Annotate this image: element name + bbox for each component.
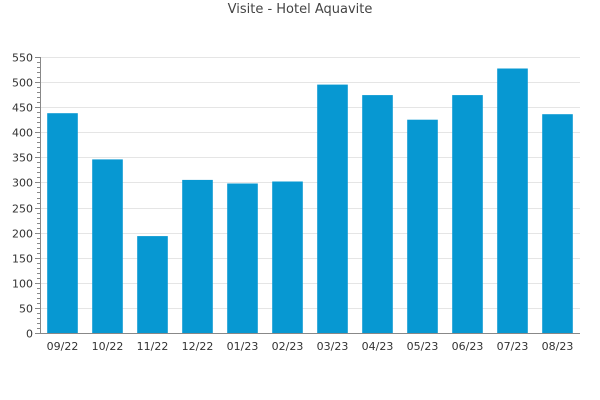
y-tick-label: 300 bbox=[12, 177, 33, 190]
bar-06-23 bbox=[452, 95, 483, 333]
x-tick-labels: 09/22 10/22 11/22 12/22 01/23 02/23 03/23 04/23… bbox=[47, 340, 574, 353]
y-tick-label: 500 bbox=[12, 77, 33, 90]
x-tick-label: 05/23 bbox=[407, 340, 439, 353]
chart-title: Visite - Hotel Aquavite bbox=[227, 2, 373, 17]
x-tick-label: 07/23 bbox=[497, 340, 529, 353]
bar-05-23 bbox=[407, 119, 438, 333]
x-tick-label: 06/23 bbox=[452, 340, 484, 353]
x-tick-label: 01/23 bbox=[227, 340, 259, 353]
bar-11-22 bbox=[137, 236, 168, 333]
y-tick-label: 50 bbox=[19, 303, 33, 316]
y-tick-label: 250 bbox=[12, 203, 33, 216]
bars bbox=[47, 68, 573, 333]
bar-03-23 bbox=[317, 84, 348, 333]
axes bbox=[35, 57, 580, 334]
x-tick-label: 10/22 bbox=[92, 340, 124, 353]
bar-09-22 bbox=[47, 113, 78, 333]
y-tick-label: 0 bbox=[26, 328, 33, 341]
y-tick-label: 100 bbox=[12, 278, 33, 291]
x-tick-label: 02/23 bbox=[272, 340, 304, 353]
bar-08-23 bbox=[542, 114, 573, 333]
bar-12-22 bbox=[182, 179, 213, 333]
y-tick-label: 400 bbox=[12, 127, 33, 140]
y-tick-label: 200 bbox=[12, 228, 33, 241]
y-tick-label: 550 bbox=[12, 52, 33, 65]
bar-10-22 bbox=[92, 159, 123, 333]
bar-04-23 bbox=[362, 95, 393, 333]
x-tick-label: 11/22 bbox=[137, 340, 169, 353]
x-tick-label: 03/23 bbox=[317, 340, 349, 353]
bar-02-23 bbox=[272, 181, 303, 333]
y-tick-label: 150 bbox=[12, 253, 33, 266]
x-tick-label: 04/23 bbox=[362, 340, 394, 353]
grid-lines bbox=[40, 57, 580, 309]
x-tick-label: 08/23 bbox=[542, 340, 574, 353]
x-tick-label: 12/22 bbox=[182, 340, 214, 353]
bar-07-23 bbox=[497, 68, 528, 333]
y-tick-label: 350 bbox=[12, 152, 33, 165]
x-tick-label: 09/22 bbox=[47, 340, 79, 353]
bar-01-23 bbox=[227, 183, 258, 333]
y-tick-labels: 0 50 100 150 200 250 300 350 400 450 500 550 bbox=[12, 52, 33, 341]
y-tick-label: 450 bbox=[12, 102, 33, 115]
